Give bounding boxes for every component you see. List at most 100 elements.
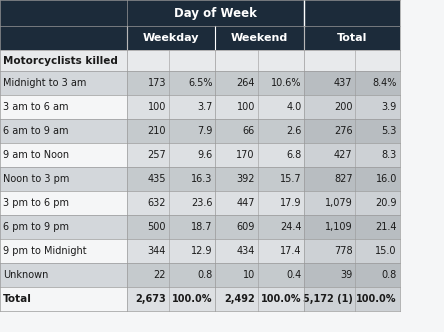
Bar bbox=[304, 119, 400, 143]
Text: 6 am to 9 am: 6 am to 9 am bbox=[3, 126, 68, 136]
Text: 7.9: 7.9 bbox=[197, 126, 213, 136]
Text: 9 am to Noon: 9 am to Noon bbox=[3, 150, 69, 160]
Bar bbox=[127, 215, 215, 239]
Bar bbox=[127, 191, 215, 215]
Text: 17.4: 17.4 bbox=[280, 246, 301, 256]
Bar bbox=[0, 191, 400, 215]
Bar bbox=[304, 191, 400, 215]
Text: 100.0%: 100.0% bbox=[261, 294, 301, 304]
Bar bbox=[0, 71, 400, 95]
Text: 15.7: 15.7 bbox=[280, 174, 301, 184]
Bar bbox=[304, 26, 400, 50]
Text: 632: 632 bbox=[147, 198, 166, 208]
Text: 0.4: 0.4 bbox=[286, 270, 301, 280]
Text: Midnight to 3 am: Midnight to 3 am bbox=[3, 78, 86, 88]
Bar bbox=[304, 287, 400, 311]
Text: 100.0%: 100.0% bbox=[357, 294, 397, 304]
Bar bbox=[0, 50, 400, 71]
Text: Noon to 3 pm: Noon to 3 pm bbox=[3, 174, 69, 184]
Text: 827: 827 bbox=[334, 174, 353, 184]
Text: 2,673: 2,673 bbox=[135, 294, 166, 304]
Bar bbox=[0, 287, 400, 311]
Bar bbox=[215, 167, 304, 191]
Text: 434: 434 bbox=[237, 246, 255, 256]
Text: 1,079: 1,079 bbox=[325, 198, 353, 208]
Bar bbox=[127, 143, 215, 167]
Text: 100: 100 bbox=[148, 102, 166, 112]
Bar bbox=[0, 239, 400, 263]
Text: 2,492: 2,492 bbox=[224, 294, 255, 304]
Bar bbox=[0, 143, 400, 167]
Text: 392: 392 bbox=[236, 174, 255, 184]
Text: 3 am to 6 am: 3 am to 6 am bbox=[3, 102, 68, 112]
Text: 10: 10 bbox=[242, 270, 255, 280]
Text: 6.5%: 6.5% bbox=[188, 78, 213, 88]
Text: Total: Total bbox=[337, 33, 367, 43]
Bar bbox=[0, 167, 400, 191]
Text: 264: 264 bbox=[236, 78, 255, 88]
Bar bbox=[304, 95, 400, 119]
Text: Weekend: Weekend bbox=[231, 33, 288, 43]
Text: 100.0%: 100.0% bbox=[172, 294, 213, 304]
Bar bbox=[127, 71, 215, 95]
Bar bbox=[304, 215, 400, 239]
Text: 609: 609 bbox=[237, 222, 255, 232]
Text: 6.8: 6.8 bbox=[286, 150, 301, 160]
Bar bbox=[215, 287, 304, 311]
Bar bbox=[215, 239, 304, 263]
Bar bbox=[215, 215, 304, 239]
Bar bbox=[304, 239, 400, 263]
Text: 10.6%: 10.6% bbox=[271, 78, 301, 88]
Text: 170: 170 bbox=[236, 150, 255, 160]
Text: 6 pm to 9 pm: 6 pm to 9 pm bbox=[3, 222, 69, 232]
Text: 22: 22 bbox=[154, 270, 166, 280]
Text: 210: 210 bbox=[147, 126, 166, 136]
Bar bbox=[304, 143, 400, 167]
Text: 15.0: 15.0 bbox=[376, 246, 397, 256]
Bar bbox=[215, 191, 304, 215]
Text: Total: Total bbox=[3, 294, 32, 304]
Text: 0.8: 0.8 bbox=[198, 270, 213, 280]
Text: Day of Week: Day of Week bbox=[174, 7, 257, 20]
Text: 3.7: 3.7 bbox=[197, 102, 213, 112]
Text: 9.6: 9.6 bbox=[198, 150, 213, 160]
Text: 17.9: 17.9 bbox=[280, 198, 301, 208]
Text: 100: 100 bbox=[237, 102, 255, 112]
Text: 427: 427 bbox=[334, 150, 353, 160]
Bar bbox=[0, 215, 400, 239]
Bar bbox=[215, 143, 304, 167]
Bar bbox=[304, 71, 400, 95]
Bar bbox=[215, 95, 304, 119]
Bar bbox=[127, 119, 215, 143]
Bar bbox=[127, 0, 304, 26]
Bar bbox=[304, 167, 400, 191]
Bar bbox=[127, 239, 215, 263]
Bar bbox=[0, 119, 400, 143]
Text: 435: 435 bbox=[147, 174, 166, 184]
Text: 12.9: 12.9 bbox=[191, 246, 213, 256]
Text: 0.8: 0.8 bbox=[382, 270, 397, 280]
Text: 66: 66 bbox=[242, 126, 255, 136]
Bar bbox=[0, 95, 400, 119]
Text: 173: 173 bbox=[147, 78, 166, 88]
Bar bbox=[215, 71, 304, 95]
Text: 778: 778 bbox=[334, 246, 353, 256]
Text: 5,172 (1): 5,172 (1) bbox=[303, 294, 353, 304]
Bar bbox=[127, 167, 215, 191]
Text: 5.3: 5.3 bbox=[381, 126, 397, 136]
Text: 500: 500 bbox=[147, 222, 166, 232]
Bar bbox=[215, 26, 304, 50]
Text: Motorcyclists killed: Motorcyclists killed bbox=[3, 55, 118, 65]
Text: Unknown: Unknown bbox=[3, 270, 48, 280]
Text: 4.0: 4.0 bbox=[286, 102, 301, 112]
Text: 23.6: 23.6 bbox=[191, 198, 213, 208]
Text: 8.3: 8.3 bbox=[382, 150, 397, 160]
Text: 3.9: 3.9 bbox=[382, 102, 397, 112]
Text: 1,109: 1,109 bbox=[325, 222, 353, 232]
Text: 3 pm to 6 pm: 3 pm to 6 pm bbox=[3, 198, 69, 208]
Text: 39: 39 bbox=[340, 270, 353, 280]
Bar bbox=[304, 263, 400, 287]
Bar bbox=[127, 287, 215, 311]
Text: 18.7: 18.7 bbox=[191, 222, 213, 232]
Bar bbox=[215, 263, 304, 287]
